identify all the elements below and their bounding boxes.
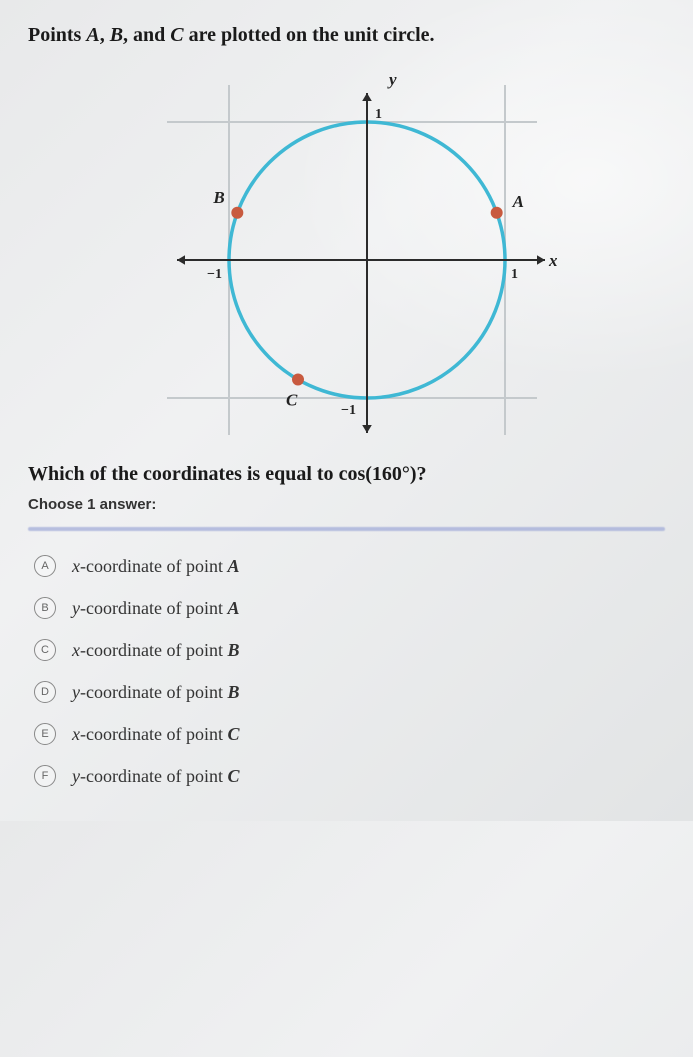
question-text: Which of the coordinates is equal to cos… [28, 463, 665, 486]
option-label: y-coordinate of point B [72, 682, 239, 703]
option-e[interactable]: Ex-coordinate of point C [28, 713, 665, 755]
svg-text:−1: −1 [207, 267, 222, 282]
choose-label: Choose 1 answer: [28, 496, 665, 513]
options-divider [28, 527, 665, 531]
svg-text:1: 1 [375, 107, 382, 122]
svg-text:C: C [286, 391, 298, 410]
radio-icon: C [34, 639, 56, 661]
svg-text:1: 1 [511, 267, 518, 282]
radio-icon: D [34, 681, 56, 703]
svg-text:A: A [511, 192, 523, 211]
option-f[interactable]: Fy-coordinate of point C [28, 755, 665, 797]
radio-icon: B [34, 597, 56, 619]
radio-icon: A [34, 555, 56, 577]
svg-text:−1: −1 [341, 403, 356, 418]
option-a[interactable]: Ax-coordinate of point A [28, 545, 665, 587]
unit-circle-figure: 1 1 −1 −1 y x A B C [137, 65, 557, 445]
option-label: x-coordinate of point A [72, 556, 239, 577]
option-label: x-coordinate of point B [72, 640, 239, 661]
radio-icon: F [34, 765, 56, 787]
option-d[interactable]: Dy-coordinate of point B [28, 671, 665, 713]
svg-text:x: x [548, 251, 557, 270]
option-label: y-coordinate of point A [72, 598, 239, 619]
prompt-text: Points A, B, and C are plotted on the un… [28, 24, 665, 47]
svg-text:y: y [387, 70, 397, 89]
svg-text:B: B [212, 188, 224, 207]
option-label: x-coordinate of point C [72, 724, 239, 745]
option-b[interactable]: By-coordinate of point A [28, 587, 665, 629]
options-list: Ax-coordinate of point ABy-coordinate of… [28, 545, 665, 797]
option-label: y-coordinate of point C [72, 766, 239, 787]
option-c[interactable]: Cx-coordinate of point B [28, 629, 665, 671]
radio-icon: E [34, 723, 56, 745]
